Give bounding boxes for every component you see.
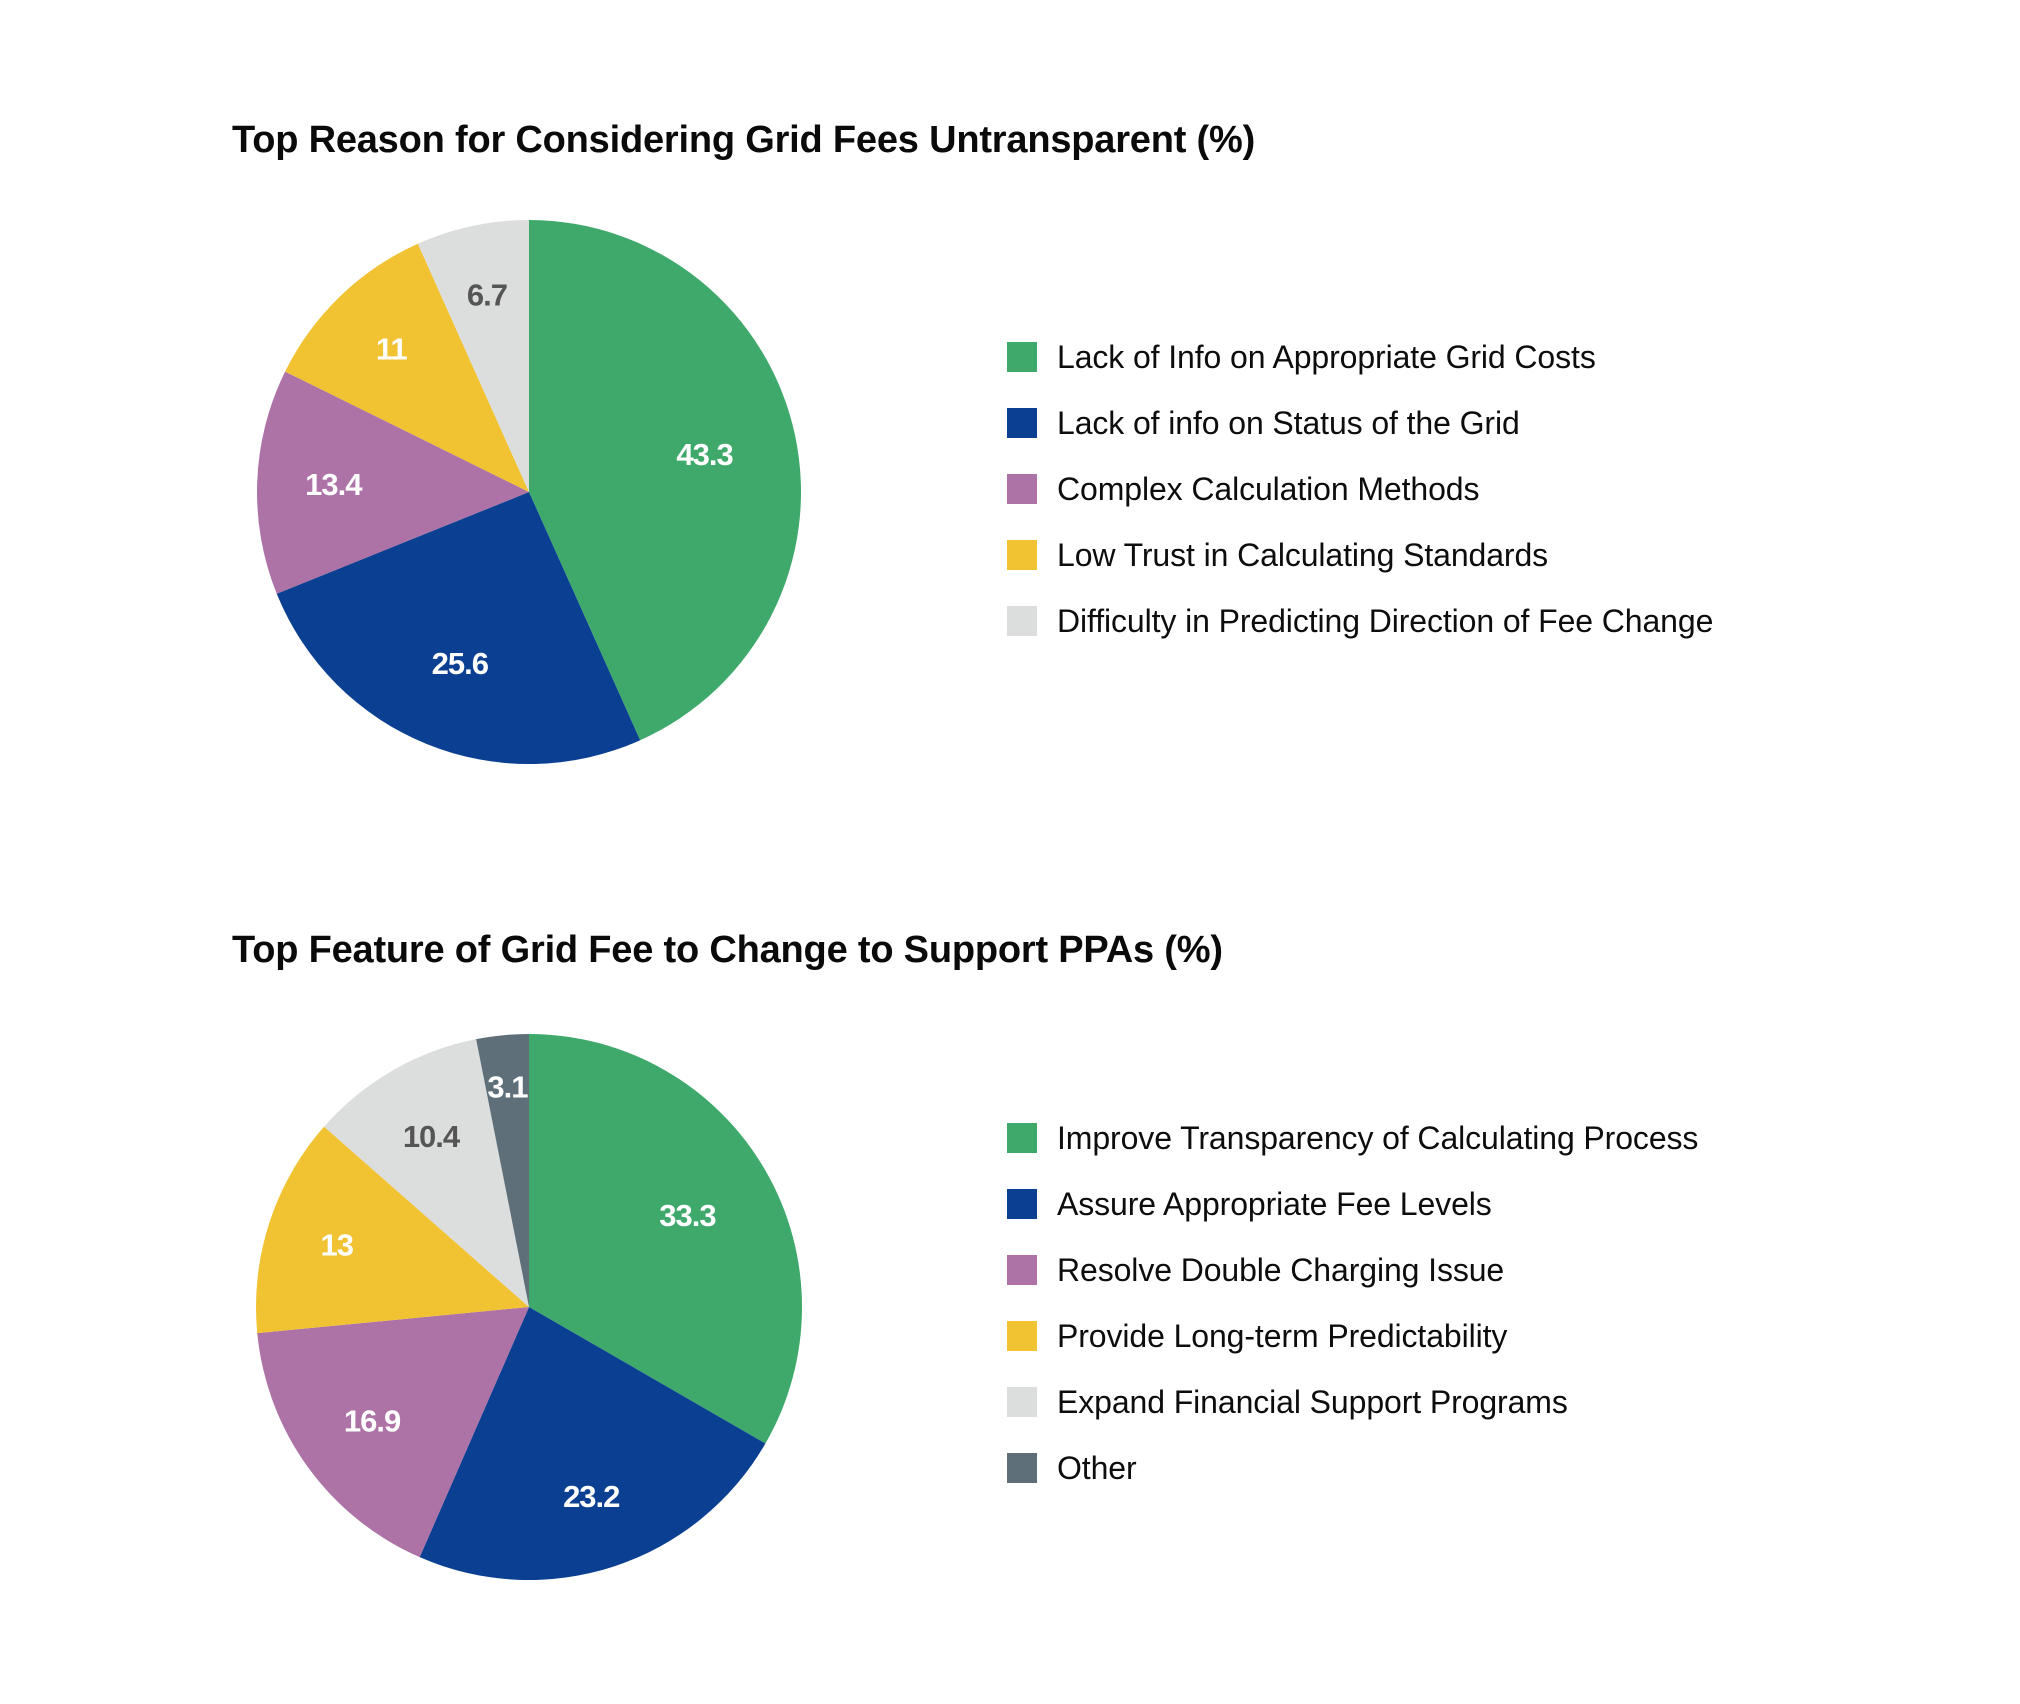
legend-item: Assure Appropriate Fee Levels [1007, 1186, 1698, 1222]
legend-item: Expand Financial Support Programs [1007, 1384, 1698, 1420]
data-label-expand-financial-support-programs: 10.4 [403, 1119, 461, 1154]
data-label-low-trust-in-calculating-standards: 11 [376, 331, 408, 366]
legend-label: Complex Calculation Methods [1057, 471, 1480, 507]
legend-label: Expand Financial Support Programs [1057, 1384, 1568, 1420]
legend-swatch-low-trust-in-calculating-standards [1007, 540, 1037, 570]
pie-slice-expand-financial-support-programs [324, 1039, 529, 1307]
legend-swatch-lack-of-info-on-status-of-the-grid [1007, 408, 1037, 438]
legend-item: Difficulty in Predicting Direction of Fe… [1007, 603, 1714, 639]
legend-item: Provide Long-term Predictability [1007, 1318, 1698, 1354]
data-labels: 33.3 23.2 16.9 13 10.4 3.1 [321, 1069, 718, 1514]
legend-label: Low Trust in Calculating Standards [1057, 537, 1549, 573]
pie-slice-other [476, 1034, 529, 1307]
data-labels: 43.3 25.6 13.4 11 6.7 [305, 278, 734, 681]
legend-swatch-resolve-double-charging-issue [1007, 1255, 1037, 1285]
data-label-difficulty-in-predicting-direction-of-fee-change: 6.7 [467, 278, 507, 313]
pie-slice-assure-appropriate-fee-levels [419, 1307, 766, 1580]
legend-item: Lack of Info on Appropriate Grid Costs [1007, 339, 1713, 375]
data-label-lack-of-info-on-appropriate-grid-costs: 43.3 [676, 437, 733, 472]
data-label-assure-appropriate-fee-levels: 23.2 [563, 1479, 619, 1514]
pie-slice-provide-long-term-predictability [255, 1126, 529, 1334]
legend-label: Provide Long-term Predictability [1057, 1318, 1508, 1354]
legend-grid-fee-changes-for-ppas: Improve Transparency of Calculating Proc… [1007, 1120, 1699, 1519]
legend-label: Difficulty in Predicting Direction of Fe… [1057, 603, 1714, 639]
legend-swatch-lack-of-info-on-appropriate-grid-costs [1007, 342, 1037, 372]
legend-label: Other [1057, 1450, 1137, 1486]
data-label-lack-of-info-on-status-of-the-grid: 25.6 [432, 646, 489, 681]
data-label-provide-long-term-predictability: 13 [321, 1227, 354, 1262]
pie-slice-lack-of-info-on-appropriate-grid-costs [529, 220, 801, 741]
legend-label: Lack of info on Status of the Grid [1057, 405, 1520, 441]
legend-label: Resolve Double Charging Issue [1057, 1252, 1505, 1288]
legend-item: Resolve Double Charging Issue [1007, 1252, 1698, 1288]
pie-chart-grid-fees-untransparent: 43.3 25.6 13.4 11 6.7 [256, 220, 801, 765]
legend-label: Assure Appropriate Fee Levels [1057, 1186, 1492, 1222]
slices [255, 1034, 802, 1580]
chart-title-grid-fee-changes-for-ppas: Top Feature of Grid Fee to Change to Sup… [232, 929, 1223, 971]
legend-swatch-other [1007, 1453, 1037, 1483]
legend-item: Complex Calculation Methods [1007, 471, 1713, 507]
data-label-complex-calculation-methods: 13.4 [305, 467, 363, 502]
pie-slice-low-trust-in-calculating-standards [285, 243, 529, 492]
legend-swatch-complex-calculation-methods [1007, 474, 1037, 504]
legend-swatch-difficulty-in-predicting-direction-of-fee-change [1007, 606, 1037, 636]
chart-title-grid-fees-untransparent: Top Reason for Considering Grid Fees Unt… [232, 119, 1256, 161]
data-label-resolve-double-charging-issue: 16.9 [344, 1403, 401, 1438]
pie-slice-improve-transparency-of-calculating-process [529, 1034, 802, 1444]
pie-slice-lack-of-info-on-status-of-the-grid [276, 492, 641, 765]
data-label-other: 3.1 [487, 1069, 528, 1104]
pie-slice-complex-calculation-methods [256, 371, 529, 594]
pie-slice-difficulty-in-predicting-direction-of-fee-change [417, 220, 529, 492]
legend-item: Improve Transparency of Calculating Proc… [1007, 1120, 1699, 1156]
legend-grid-fees-untransparent: Lack of Info on Appropriate Grid Costs L… [1007, 339, 1714, 672]
data-label-improve-transparency-of-calculating-process: 33.3 [659, 1198, 716, 1233]
legend-swatch-expand-financial-support-programs [1007, 1387, 1037, 1417]
legend-item: Low Trust in Calculating Standards [1007, 537, 1713, 573]
slices [256, 220, 801, 765]
legend-swatch-assure-appropriate-fee-levels [1007, 1189, 1037, 1219]
legend-label: Lack of Info on Appropriate Grid Costs [1057, 339, 1596, 375]
pie-slice-resolve-double-charging-issue [257, 1307, 529, 1558]
pie-chart-grid-fee-changes-for-ppas: 33.3 23.2 16.9 13 10.4 3.1 [255, 1034, 802, 1580]
legend-item: Other [1007, 1450, 1698, 1486]
legend-label: Improve Transparency of Calculating Proc… [1057, 1120, 1699, 1156]
legend-item: Lack of info on Status of the Grid [1007, 405, 1713, 441]
legend-swatch-provide-long-term-predictability [1007, 1321, 1037, 1351]
legend-swatch-improve-transparency-of-calculating-process [1007, 1123, 1037, 1153]
